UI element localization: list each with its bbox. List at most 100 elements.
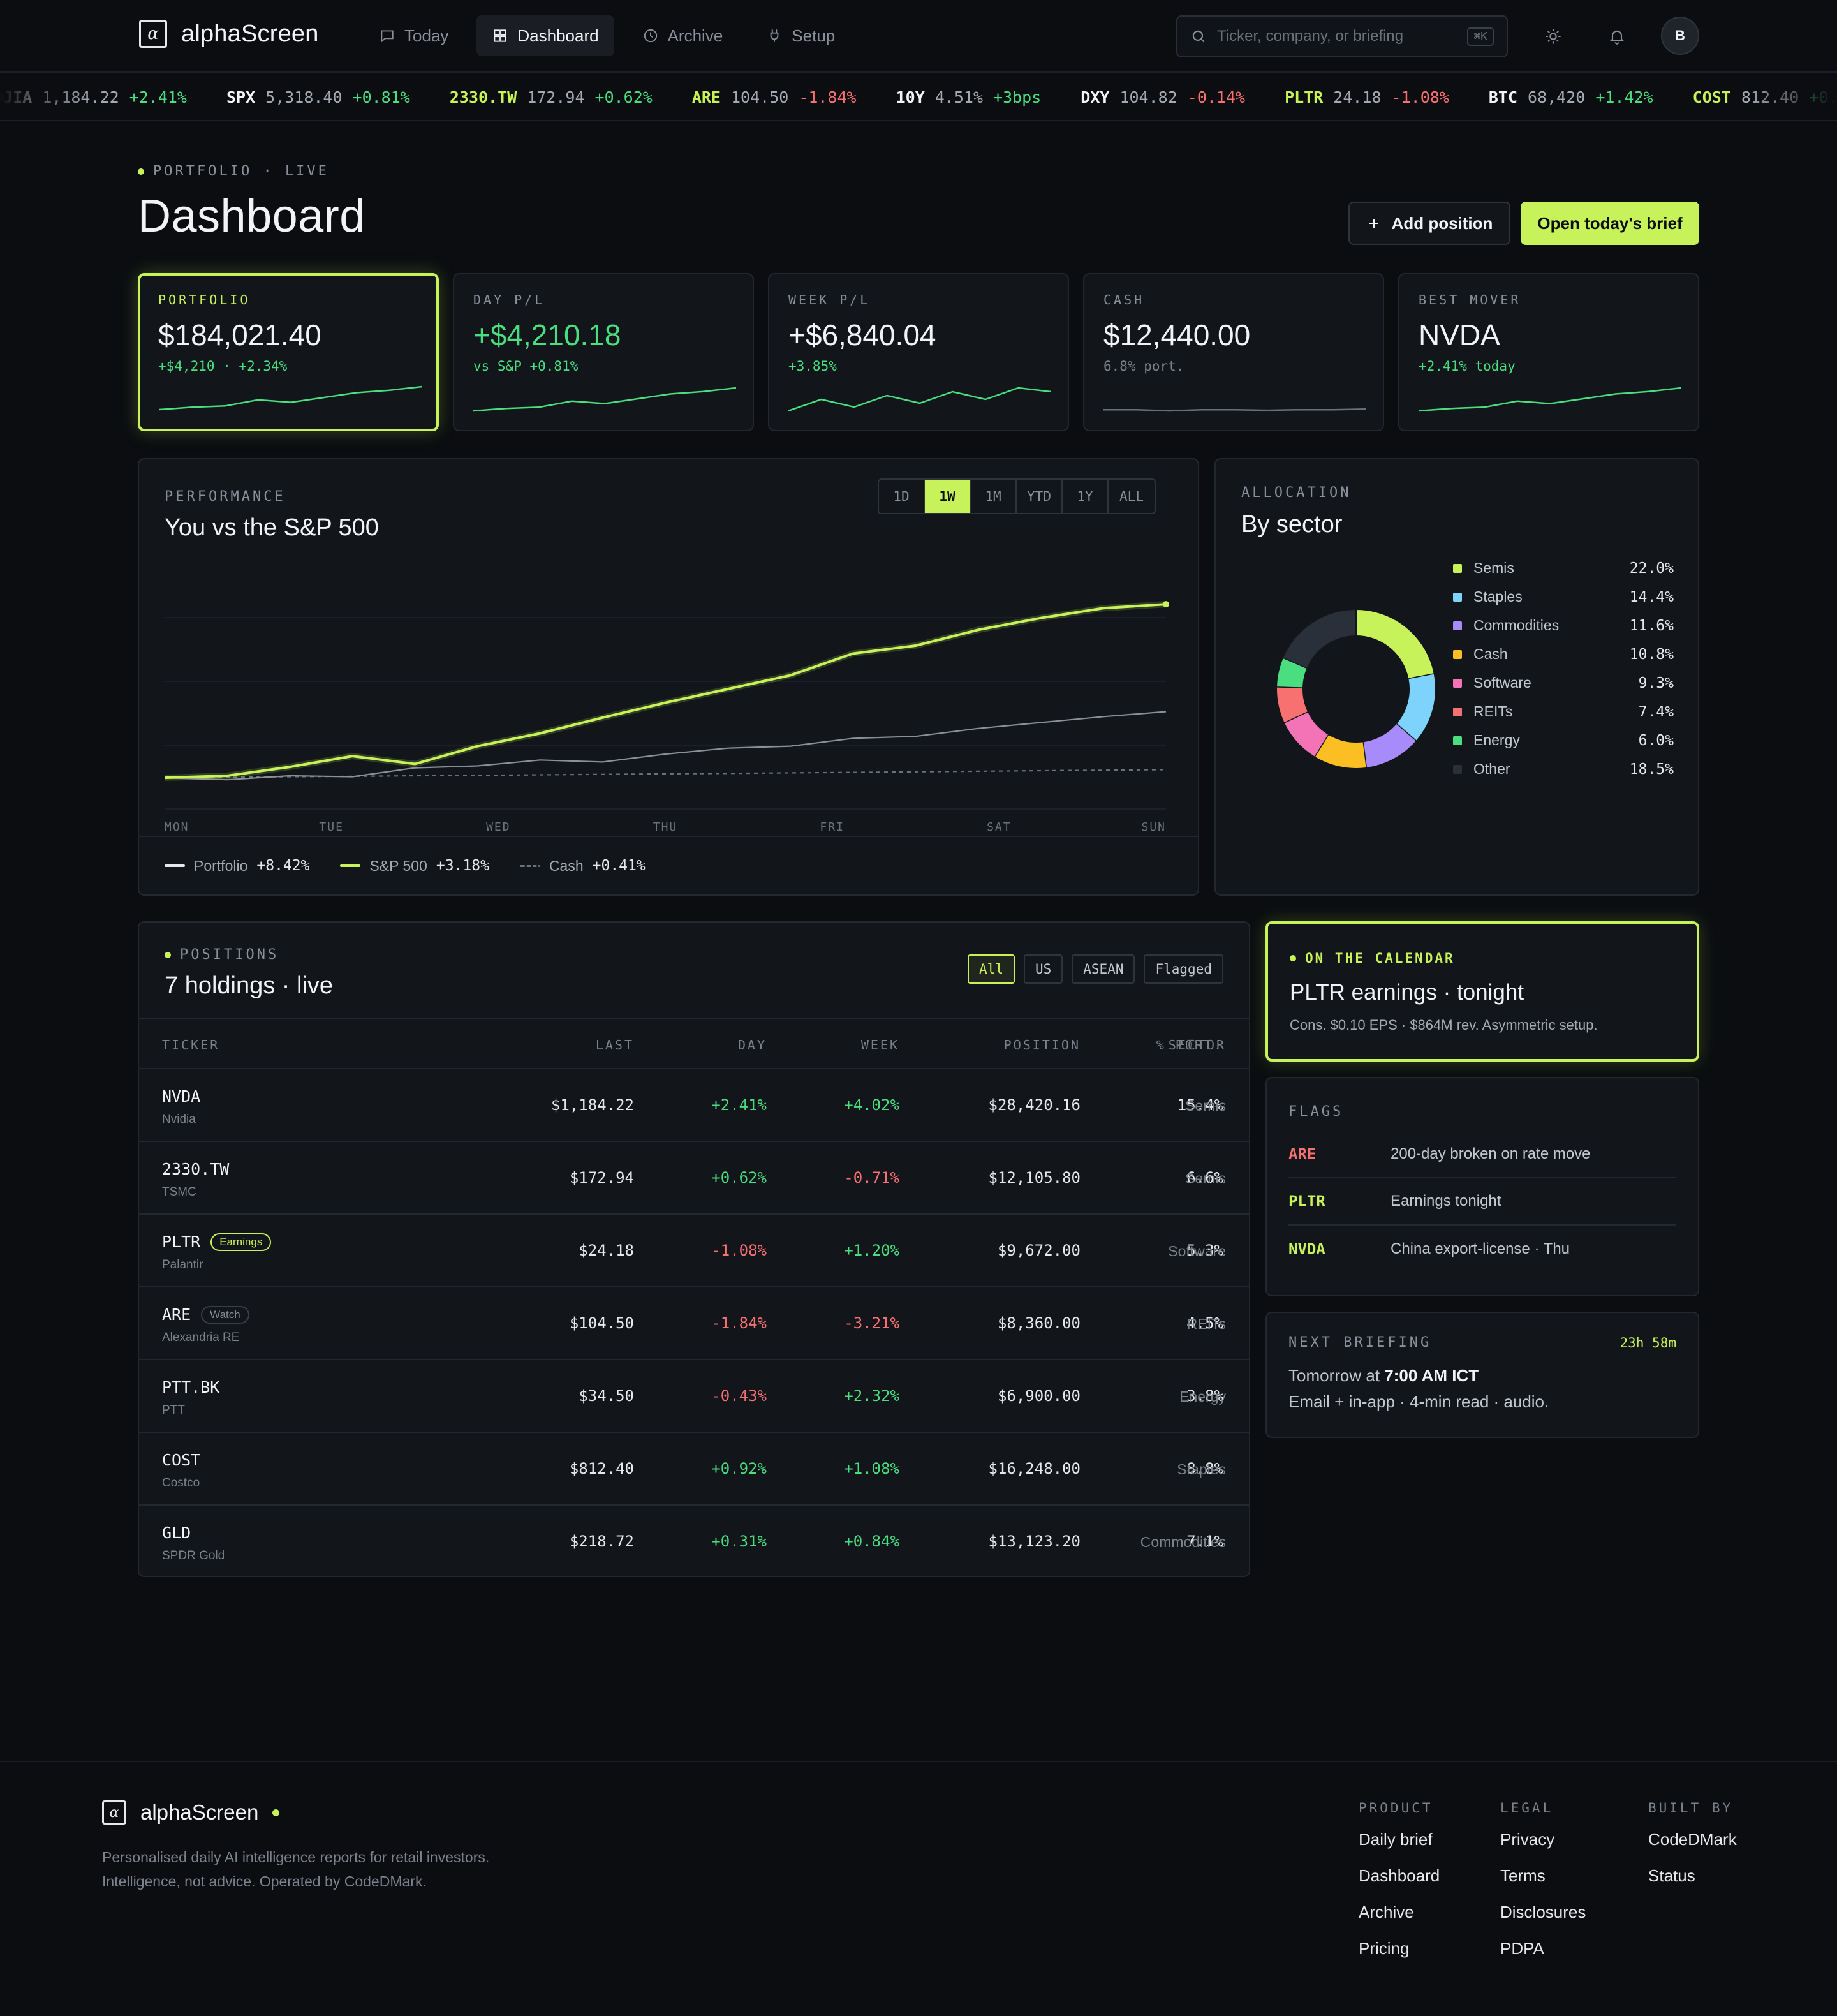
table-row[interactable]: COST Costco $812.40 +0.92% +1.08% $16,248.00 8… [139,1432,1249,1504]
allocation-percent: 11.6% [1629,617,1674,634]
flag-row-pltr[interactable]: PLTR Earnings tonight [1288,1178,1676,1226]
filter-chip-flagged[interactable]: Flagged [1144,954,1223,984]
series-line-portfolio [165,603,1167,780]
company-name: Palantir [162,1258,203,1271]
footer-link[interactable]: Dashboard [1359,1866,1440,1885]
footer-link[interactable]: Archive [1359,1902,1414,1922]
footer-heading: PRODUCT [1359,1800,1433,1816]
allocation-row-software: Software 9.3% [1453,669,1674,697]
legend-value: +8.42% [256,857,310,874]
footer-link[interactable]: Disclosures [1500,1902,1586,1922]
range-button-1d[interactable]: 1D [879,480,925,513]
table-row[interactable]: GLD SPDR Gold $218.72 +0.31% +0.84% $13,123.2… [139,1504,1249,1577]
legend-item-s-p-500: S&P 500 +3.18% [340,857,489,875]
ticker-item[interactable]: DXY 104.82 -0.14% [1081,88,1245,107]
nav-item-label: Dashboard [517,26,599,45]
range-button-all[interactable]: ALL [1119,489,1144,504]
allocation-row-semis: Semis 22.0% [1453,554,1674,582]
company-name: Costco [162,1476,200,1490]
search-box[interactable]: ⌘K [1176,15,1508,57]
footer-column-legal: LEGAL Privacy Terms Disclosures PDPA [1500,1800,1586,1975]
kpi-card-portfolio[interactable]: PORTFOLIO $184,021.40 +$4,210 · +2.34% [138,273,439,431]
ticker-price: 104.50 [730,88,789,107]
company-name: SPDR Gold [162,1549,225,1562]
kpi-sparkline [788,387,1051,412]
bell-icon [1609,30,1625,45]
notifications-button[interactable] [1598,18,1635,55]
footer-link[interactable]: Status [1648,1866,1695,1885]
footer-link[interactable]: Pricing [1359,1939,1410,1958]
allocation-label: ALLOCATION [1241,485,1352,501]
nav-item-label: Setup [792,26,836,45]
footer-link[interactable]: Daily brief [1359,1830,1433,1849]
x-tick-label: WED [486,820,511,834]
table-row[interactable]: ARE Watch Alexandria RE $104.50 -1.84% -3.21%… [139,1286,1249,1359]
kpi-card-day-p-l[interactable]: DAY P/L +$4,210.18 vs S&P +0.81% [453,273,754,431]
ticker-cell: PTT.BK [162,1378,219,1397]
filter-chip-asean[interactable]: ASEAN [1072,954,1135,984]
flag-row-nvda[interactable]: NVDA China export-license · Thu [1288,1226,1676,1273]
briefing-countdown: 23h 58m [1619,1335,1676,1351]
kpi-sparkline-path [473,387,736,412]
avatar[interactable]: B [1661,17,1699,55]
search-input[interactable] [1217,27,1457,45]
table-row[interactable]: NVDA Nvidia $1,184.22 +2.41% +4.02% $28,420.1… [139,1068,1249,1141]
footer-column-product: PRODUCT Daily brief Dashboard Archive Pricin… [1359,1800,1440,1975]
donut-slice-other [1283,610,1357,669]
ticker-item[interactable]: PLTR 24.18 -1.08% [1285,88,1449,107]
range-button-ytd[interactable]: YTD [1017,480,1063,513]
ticker-item[interactable]: SPX 5,318.40 +0.81% [226,88,410,107]
ticker-track: DJIA1,184.22+2.41%SPX5,318.40+0.81%2330.… [0,88,1837,107]
logo-mark-icon: α [139,20,167,48]
ticker-item[interactable]: BTC 68,420 +1.42% [1489,88,1653,107]
table-row[interactable]: 2330.TW TSMC $172.94 +0.62% -0.71% $12,105.80… [139,1141,1249,1213]
theme-toggle-button[interactable] [1535,18,1572,55]
performance-card: PERFORMANCE You vs the S&P 500 1D 1W 1M YTD… [138,458,1199,896]
footer-logo[interactable]: α alphaScreen [102,1800,280,1825]
calendar-card[interactable]: ON THE CALENDAR PLTR earnings · tonight … [1265,921,1699,1062]
kpi-card-week-p-l[interactable]: WEEK P/L +$6,840.04 +3.85% [768,273,1069,431]
week-cell: +1.20% [844,1241,899,1259]
kpi-card-best-mover[interactable]: BEST MOVER NVDA +2.41% today [1398,273,1699,431]
filter-chip-all[interactable]: All [968,954,1015,984]
ticker-change: +0.62% [594,88,653,107]
ticker-item[interactable]: 2330.TW 172.94 +0.62% [450,88,653,107]
nav-item-dashboard[interactable]: Dashboard [476,15,614,56]
allocation-swatch [1453,736,1462,745]
range-button-1y[interactable]: 1Y [1063,480,1109,513]
ticker-item[interactable]: 10Y 4.51% +3bps [896,88,1042,107]
footer-link[interactable]: PDPA [1500,1939,1544,1958]
app-logo[interactable]: α alphaScreen [139,20,319,48]
footer-link[interactable]: CodeDMark [1648,1830,1737,1849]
nav-item-setup[interactable]: Setup [751,15,850,56]
open-brief-button[interactable]: Open today's brief [1521,202,1699,245]
kpi-card-cash[interactable]: CASH $12,440.00 6.8% port. [1083,273,1384,431]
week-cell: +4.02% [844,1096,899,1114]
last-cell: $812.40 [569,1460,634,1478]
kpi-sparkline-path [1103,408,1366,412]
flag-row-are[interactable]: ARE 200-day broken on rate move [1288,1131,1676,1178]
table-row[interactable]: PTT.BK PTT $34.50 -0.43% +2.32% $6,900.00 3.8%… [139,1359,1249,1432]
filter-chip-us[interactable]: US [1023,954,1063,984]
range-button-1m[interactable]: 1M [971,480,1017,513]
legend-value: +3.18% [436,857,489,874]
nav-item-today[interactable]: Today [364,15,464,56]
flag-text: China export-license · Thu [1391,1240,1570,1257]
range-button-1w[interactable]: 1W [925,480,971,513]
ticker-change: +2.41% [129,88,187,107]
status-dot-icon [272,1809,280,1816]
next-briefing-card: NEXT BRIEFING 23h 58m Tomorrow at 7:00 A… [1265,1312,1699,1438]
kpi-sparkline-path [788,387,1051,412]
table-row[interactable]: PLTR Earnings Palantir $24.18 -1.08% +1.20% $9… [139,1213,1249,1286]
flags-card: FLAGS ARE 200-day broken on rate move PLTR… [1265,1077,1699,1296]
nav-item-archive[interactable]: Archive [627,15,739,56]
ticker-item[interactable]: ARE 104.50 -1.84% [692,88,857,107]
footer-link[interactable]: Privacy [1500,1830,1555,1849]
footer-link[interactable]: Terms [1500,1866,1546,1885]
donut-slice-divider [1362,742,1368,768]
add-position-button[interactable]: Add position [1348,202,1510,245]
allocation-swatch [1453,764,1462,774]
performance-title: You vs the S&P 500 [165,514,379,541]
ticker-symbol: PTT.BK [162,1378,220,1397]
kpi-label: PORTFOLIO [158,292,251,308]
